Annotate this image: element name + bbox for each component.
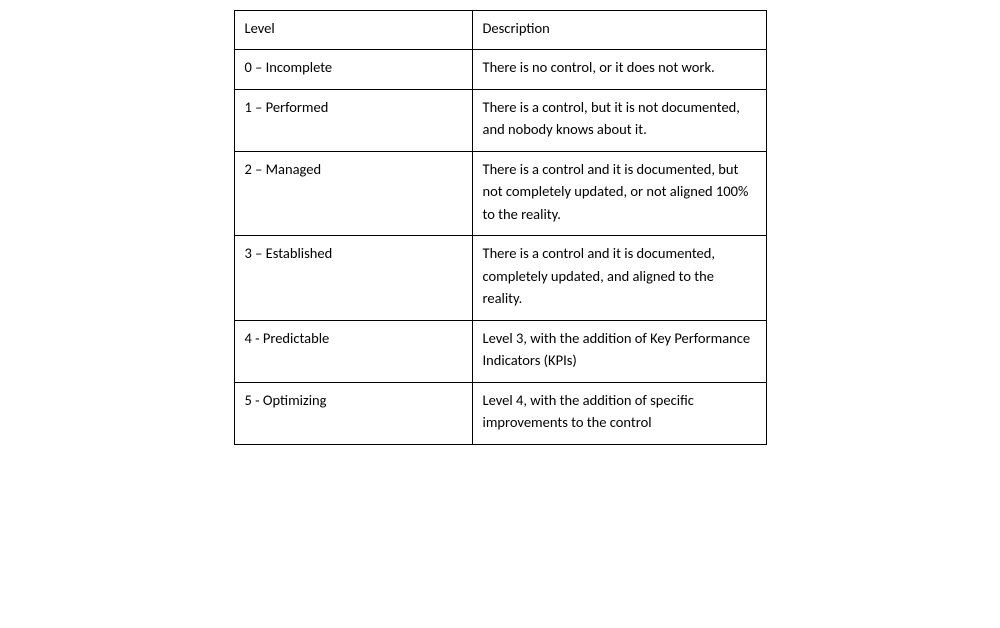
table-row: 0 – Incomplete There is no control, or i…	[234, 50, 766, 89]
cell-level: 3 – Established	[234, 236, 472, 320]
column-header-level: Level	[234, 11, 472, 50]
cell-description: Level 4, with the addition of specific i…	[472, 382, 766, 444]
table-row: 5 - Optimizing Level 4, with the additio…	[234, 382, 766, 444]
cell-level: 1 – Performed	[234, 89, 472, 151]
cell-description: There is no control, or it does not work…	[472, 50, 766, 89]
table-row: 4 - Predictable Level 3, with the additi…	[234, 320, 766, 382]
table-row: 3 – Established There is a control and i…	[234, 236, 766, 320]
column-header-description: Description	[472, 11, 766, 50]
maturity-levels-table: Level Description 0 – Incomplete There i…	[234, 10, 767, 445]
table-row: 1 – Performed There is a control, but it…	[234, 89, 766, 151]
cell-level: 5 - Optimizing	[234, 382, 472, 444]
cell-description: Level 3, with the addition of Key Perfor…	[472, 320, 766, 382]
cell-description: There is a control, but it is not docume…	[472, 89, 766, 151]
cell-description: There is a control and it is documented,…	[472, 236, 766, 320]
cell-level: 0 – Incomplete	[234, 50, 472, 89]
cell-description: There is a control and it is documented,…	[472, 151, 766, 235]
cell-level: 2 – Managed	[234, 151, 472, 235]
table-header-row: Level Description	[234, 11, 766, 50]
table-row: 2 – Managed There is a control and it is…	[234, 151, 766, 235]
cell-level: 4 - Predictable	[234, 320, 472, 382]
